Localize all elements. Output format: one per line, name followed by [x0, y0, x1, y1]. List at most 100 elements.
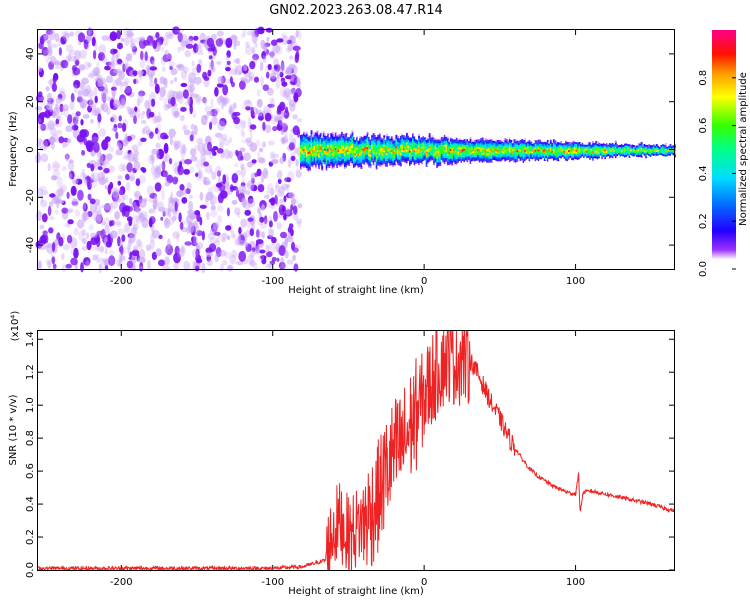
spectrogram-cell [62, 142, 66, 148]
spectrogram-cell [65, 61, 70, 69]
spectrogram-cell [111, 91, 116, 101]
spectrogram-cell [325, 141, 328, 144]
spectrogram-cell [217, 177, 221, 185]
spectrogram-cell [372, 130, 375, 133]
spectrogram-cell [264, 219, 269, 224]
spectrogram-cell [98, 128, 107, 137]
spectrogram-cell [572, 142, 575, 145]
spectrogram-cell [627, 151, 629, 154]
spectrogram-cell [395, 153, 398, 156]
spectrogram-cell [477, 150, 479, 153]
spectrogram-cell [434, 156, 437, 159]
spectrogram-cell [637, 143, 640, 146]
spectrogram-cell [452, 156, 455, 159]
spectrogram-cell [307, 134, 310, 137]
spectrogram-cell [315, 160, 317, 163]
spectrogram-cell [374, 148, 377, 151]
spectrogram-cell [181, 197, 188, 204]
spectrogram-cell [487, 158, 490, 161]
spectrogram-cell [557, 145, 560, 148]
spectrogram-cell [412, 160, 414, 163]
spectrogram-cell [554, 142, 557, 145]
spectrogram-cell [383, 154, 386, 157]
spectrogram-cell [309, 168, 311, 171]
spectrogram-cell [572, 154, 575, 157]
spectrogram-cell [418, 160, 420, 163]
spectrogram-cell [455, 145, 458, 148]
spectrogram-cell [345, 132, 348, 135]
spectrogram-cell [652, 144, 655, 147]
spectrogram-cell [649, 149, 652, 152]
spectrogram-cell [522, 139, 525, 142]
spectrogram-cell [667, 155, 670, 158]
spectrogram-cell [413, 144, 416, 147]
spectrogram-cell [577, 144, 579, 147]
spectrogram-cell [446, 138, 449, 141]
spectrogram-cell [581, 156, 584, 159]
spectrogram-cell [163, 218, 171, 229]
spectrogram-cell [474, 157, 476, 160]
spectrogram-cell [671, 150, 673, 153]
spectrogram-cell [362, 142, 364, 145]
spectrogram-cell [398, 144, 401, 147]
spectrogram-cell [571, 144, 573, 147]
spectrogram-cell [365, 133, 367, 136]
spectrogram-cell [515, 150, 517, 153]
spectrogram-cell [359, 159, 361, 162]
spectrogram-cell [393, 163, 396, 166]
spectrogram-cell [353, 141, 355, 144]
spectrogram-cell [340, 152, 343, 155]
spectrogram-cell [468, 146, 470, 149]
spectrogram-cell [103, 167, 110, 174]
spectrogram-cell [596, 157, 599, 160]
spectrogram-cell [640, 157, 643, 160]
spectrogram-cell [362, 150, 364, 153]
spectrogram-cell [633, 144, 635, 147]
spectrogram-cell [493, 146, 496, 149]
spectrogram-cell [487, 143, 490, 146]
spectrogram-cell [551, 148, 554, 151]
spectrogram-cell [630, 149, 632, 152]
spectrogram-cell [462, 149, 464, 152]
spectrogram-cell [386, 162, 389, 165]
spectrogram-cell [421, 160, 423, 163]
spectrogram-cell [519, 139, 522, 142]
spectrogram-cell [168, 196, 174, 204]
spectrogram-cell [313, 143, 316, 146]
spectrogram-cell [463, 156, 466, 159]
spectrogram-cell [499, 157, 502, 160]
spectrogram-cell [589, 144, 592, 147]
spectrogram-cell [442, 154, 445, 157]
spectrogram-cell [360, 155, 363, 158]
spectrogram-cell [557, 160, 560, 164]
spectrogram-cell [87, 62, 92, 68]
spectrogram-cell [383, 161, 386, 164]
spectrogram-cell [566, 159, 569, 162]
spectrogram-cell [530, 151, 532, 154]
spectrogram-cell [595, 154, 598, 157]
spectrogram-cell [321, 137, 324, 140]
spectrogram-y-tick-label: -40 [25, 237, 36, 253]
spectrogram-cell [633, 152, 635, 155]
spectrogram-cell [521, 140, 523, 144]
spectrogram-cell [492, 138, 495, 141]
spectrogram-cell [557, 159, 560, 162]
spectrogram-cell [82, 102, 86, 110]
spectrogram-cell [336, 165, 339, 168]
spectrogram-cell [533, 154, 536, 157]
spectrogram-cell [365, 135, 367, 138]
spectrogram-cell [130, 38, 134, 49]
spectrogram-cell [533, 143, 536, 146]
spectrogram-cell [348, 152, 351, 155]
spectrogram-cell [312, 165, 314, 168]
spectrogram-cell [368, 161, 370, 164]
spectrogram-cell [199, 216, 203, 226]
spectrogram-cell [372, 151, 375, 154]
spectrogram-cell [371, 159, 373, 162]
spectrogram-cell [672, 145, 675, 148]
spectrogram-cell [415, 146, 417, 149]
spectrogram-cell [624, 147, 626, 150]
spectrogram-cell [496, 141, 499, 145]
spectrogram-cell [356, 157, 358, 160]
spectrogram-cell [58, 136, 65, 144]
